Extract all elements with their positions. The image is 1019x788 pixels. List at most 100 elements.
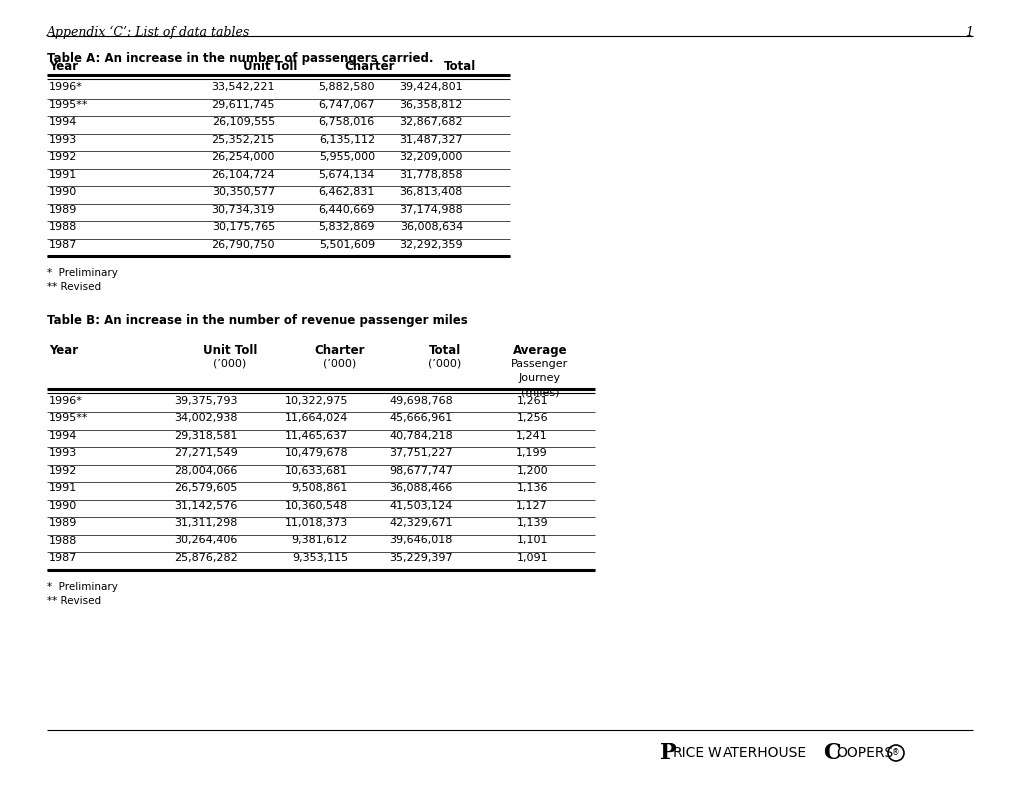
Text: OOPERS: OOPERS bbox=[836, 746, 893, 760]
Text: 9,381,612: 9,381,612 bbox=[291, 536, 347, 545]
Text: (’000): (’000) bbox=[323, 359, 357, 369]
Text: 36,358,812: 36,358,812 bbox=[399, 99, 463, 110]
Text: Year: Year bbox=[49, 344, 78, 357]
Text: 30,175,765: 30,175,765 bbox=[212, 222, 275, 232]
Text: 1,200: 1,200 bbox=[516, 466, 547, 475]
Text: 39,646,018: 39,646,018 bbox=[389, 536, 452, 545]
Text: 31,487,327: 31,487,327 bbox=[399, 135, 463, 144]
Text: 1992: 1992 bbox=[49, 152, 77, 162]
Text: 1,136: 1,136 bbox=[516, 483, 547, 493]
Text: Charter: Charter bbox=[315, 344, 365, 357]
Text: 1989: 1989 bbox=[49, 205, 77, 214]
Text: (’000): (’000) bbox=[428, 359, 462, 369]
Text: 1995**: 1995** bbox=[49, 99, 89, 110]
Text: 31,311,298: 31,311,298 bbox=[174, 518, 237, 528]
Text: P: P bbox=[659, 742, 676, 764]
Text: Total: Total bbox=[428, 344, 461, 357]
Text: 11,664,024: 11,664,024 bbox=[284, 413, 347, 423]
Text: 5,955,000: 5,955,000 bbox=[319, 152, 375, 162]
Text: 10,360,548: 10,360,548 bbox=[284, 500, 347, 511]
Text: Total: Total bbox=[443, 60, 476, 73]
Text: 1988: 1988 bbox=[49, 222, 77, 232]
Text: Table A: An increase in the number of passengers carried.: Table A: An increase in the number of pa… bbox=[47, 52, 433, 65]
Text: 29,611,745: 29,611,745 bbox=[211, 99, 275, 110]
Text: 1988: 1988 bbox=[49, 536, 77, 545]
Text: 1993: 1993 bbox=[49, 135, 77, 144]
Text: 1994: 1994 bbox=[49, 430, 77, 440]
Text: 39,375,793: 39,375,793 bbox=[174, 396, 237, 406]
Text: 5,832,869: 5,832,869 bbox=[318, 222, 375, 232]
Text: 28,004,066: 28,004,066 bbox=[174, 466, 237, 475]
Text: (’000): (’000) bbox=[213, 359, 247, 369]
Text: 6,758,016: 6,758,016 bbox=[318, 117, 375, 127]
Text: *  Preliminary: * Preliminary bbox=[47, 582, 118, 592]
Text: 30,350,577: 30,350,577 bbox=[212, 187, 275, 197]
Text: 1,241: 1,241 bbox=[516, 430, 547, 440]
Text: 9,508,861: 9,508,861 bbox=[291, 483, 347, 493]
Text: Passenger: Passenger bbox=[511, 359, 568, 369]
Text: 1991: 1991 bbox=[49, 169, 77, 180]
Text: 98,677,747: 98,677,747 bbox=[388, 466, 452, 475]
Text: 1,091: 1,091 bbox=[516, 553, 547, 563]
Text: 1995**: 1995** bbox=[49, 413, 89, 423]
Text: Appendix ‘C’: List of data tables: Appendix ‘C’: List of data tables bbox=[47, 26, 250, 39]
Text: Year: Year bbox=[49, 60, 78, 73]
Text: 10,633,681: 10,633,681 bbox=[284, 466, 347, 475]
Text: 1996*: 1996* bbox=[49, 82, 83, 92]
Text: 25,876,282: 25,876,282 bbox=[174, 553, 237, 563]
Text: 1,261: 1,261 bbox=[516, 396, 547, 406]
Text: 31,142,576: 31,142,576 bbox=[174, 500, 237, 511]
Text: 11,018,373: 11,018,373 bbox=[284, 518, 347, 528]
Text: 9,353,115: 9,353,115 bbox=[291, 553, 347, 563]
Text: 1990: 1990 bbox=[49, 500, 77, 511]
Text: 1991: 1991 bbox=[49, 483, 77, 493]
Text: 1,139: 1,139 bbox=[516, 518, 547, 528]
Text: 1990: 1990 bbox=[49, 187, 77, 197]
Text: 36,813,408: 36,813,408 bbox=[399, 187, 463, 197]
Text: 10,322,975: 10,322,975 bbox=[284, 396, 347, 406]
Text: 1989: 1989 bbox=[49, 518, 77, 528]
Text: ®: ® bbox=[892, 749, 899, 757]
Text: (miles): (miles) bbox=[521, 388, 558, 397]
Text: ATERHOUSE: ATERHOUSE bbox=[722, 746, 806, 760]
Text: 26,109,555: 26,109,555 bbox=[212, 117, 275, 127]
Text: 37,751,227: 37,751,227 bbox=[389, 448, 452, 458]
Text: 10,479,678: 10,479,678 bbox=[284, 448, 347, 458]
Text: 1992: 1992 bbox=[49, 466, 77, 475]
Text: 1987: 1987 bbox=[49, 240, 77, 250]
Text: 1994: 1994 bbox=[49, 117, 77, 127]
Text: 26,254,000: 26,254,000 bbox=[211, 152, 275, 162]
Text: 39,424,801: 39,424,801 bbox=[399, 82, 463, 92]
Text: 6,462,831: 6,462,831 bbox=[318, 187, 375, 197]
Text: 11,465,637: 11,465,637 bbox=[284, 430, 347, 440]
Text: 45,666,961: 45,666,961 bbox=[389, 413, 452, 423]
Text: 5,501,609: 5,501,609 bbox=[319, 240, 375, 250]
Text: 36,008,634: 36,008,634 bbox=[399, 222, 463, 232]
Text: 1,199: 1,199 bbox=[516, 448, 547, 458]
Text: 1,127: 1,127 bbox=[516, 500, 547, 511]
Text: 32,867,682: 32,867,682 bbox=[399, 117, 463, 127]
Text: Unit Toll: Unit Toll bbox=[243, 60, 297, 73]
Text: 33,542,221: 33,542,221 bbox=[211, 82, 275, 92]
Text: 30,264,406: 30,264,406 bbox=[174, 536, 237, 545]
Text: 26,790,750: 26,790,750 bbox=[211, 240, 275, 250]
Text: 40,784,218: 40,784,218 bbox=[389, 430, 452, 440]
Text: 1: 1 bbox=[964, 26, 972, 39]
Text: ** Revised: ** Revised bbox=[47, 596, 101, 605]
Text: 29,318,581: 29,318,581 bbox=[174, 430, 237, 440]
Text: 6,747,067: 6,747,067 bbox=[318, 99, 375, 110]
Text: ** Revised: ** Revised bbox=[47, 282, 101, 292]
Text: 1987: 1987 bbox=[49, 553, 77, 563]
Text: 27,271,549: 27,271,549 bbox=[174, 448, 237, 458]
Text: 5,674,134: 5,674,134 bbox=[318, 169, 375, 180]
Text: Average: Average bbox=[513, 344, 567, 357]
Text: 41,503,124: 41,503,124 bbox=[389, 500, 452, 511]
Text: W: W bbox=[707, 746, 721, 760]
Text: 26,579,605: 26,579,605 bbox=[174, 483, 237, 493]
Text: Unit Toll: Unit Toll bbox=[203, 344, 257, 357]
Text: 34,002,938: 34,002,938 bbox=[174, 413, 237, 423]
Text: 1,101: 1,101 bbox=[516, 536, 547, 545]
Text: 35,229,397: 35,229,397 bbox=[389, 553, 452, 563]
Text: 30,734,319: 30,734,319 bbox=[211, 205, 275, 214]
Text: 49,698,768: 49,698,768 bbox=[389, 396, 452, 406]
